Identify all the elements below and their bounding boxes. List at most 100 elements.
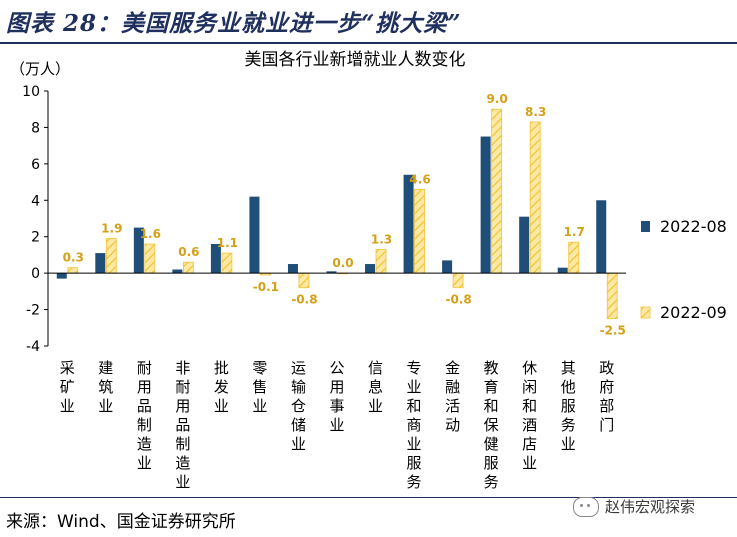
bar-series-2022-08 bbox=[249, 196, 260, 274]
x-category-label-char: 售 bbox=[252, 378, 267, 396]
x-category-label-char: 服 bbox=[484, 454, 499, 472]
legend-swatch-2022-09 bbox=[640, 306, 651, 319]
legend-label-2022-08: 2022-08 bbox=[660, 217, 727, 236]
x-category-label-char: 业 bbox=[561, 435, 576, 453]
x-category-label-char: 公 bbox=[329, 359, 344, 377]
x-category-label-char: 耐 bbox=[137, 359, 152, 377]
wechat-icon bbox=[573, 496, 599, 517]
bar-series-2022-09 bbox=[491, 108, 503, 274]
x-category-label-char: 耐 bbox=[175, 378, 190, 396]
x-category-label-char: 商 bbox=[407, 416, 422, 434]
x-category-label-char: 教 bbox=[484, 359, 499, 377]
x-category-label-char: 务 bbox=[561, 416, 576, 434]
x-category-label-char: 用 bbox=[137, 378, 152, 396]
data-label-2022-09: -0.8 bbox=[445, 293, 471, 307]
y-tick-label: 6 bbox=[31, 157, 40, 173]
chart-title: 美国各行业新增就业人数变化 bbox=[245, 50, 466, 70]
y-tick-label: 4 bbox=[31, 193, 40, 209]
x-category-label-char: 服 bbox=[407, 454, 422, 472]
x-category-label-char: 业 bbox=[60, 397, 75, 415]
x-category-label-char: 和 bbox=[407, 397, 422, 415]
x-category-label-char: 品 bbox=[175, 416, 190, 434]
data-label-2022-09: 0.0 bbox=[332, 256, 353, 270]
x-category-label-char: 矿 bbox=[60, 378, 75, 396]
x-category-label-char: 业 bbox=[407, 435, 422, 453]
x-category-label-char: 制 bbox=[137, 416, 152, 434]
y-tick-label: -2 bbox=[26, 303, 40, 319]
x-category-label-char: 信 bbox=[368, 359, 383, 377]
bar-series-2022-08 bbox=[133, 227, 144, 274]
x-category-label-char: 政 bbox=[599, 359, 614, 377]
x-category-label-char: 运 bbox=[291, 359, 306, 377]
bar-series-2022-09 bbox=[414, 188, 425, 274]
x-category-label-char: 和 bbox=[484, 397, 499, 415]
bar-series-2022-08 bbox=[326, 271, 337, 274]
x-category-label-char: 育 bbox=[484, 378, 499, 396]
bar-series-2022-09 bbox=[67, 267, 79, 274]
x-category-label-char: 务 bbox=[407, 473, 422, 491]
x-category-label-char: 动 bbox=[445, 416, 460, 434]
x-category-label-char: 非 bbox=[175, 359, 190, 377]
x-category-label-char: 采 bbox=[60, 359, 75, 377]
bar-series-2022-08 bbox=[210, 244, 221, 274]
data-label-2022-09: -0.1 bbox=[253, 280, 279, 294]
x-category-label-char: 用 bbox=[175, 397, 190, 415]
x-category-label-char: 其 bbox=[561, 359, 576, 377]
x-category-label-char: 业 bbox=[329, 416, 344, 434]
bar-series-2022-08 bbox=[442, 260, 453, 274]
x-category-label-char: 业 bbox=[98, 397, 113, 415]
x-category-label-char: 闲 bbox=[522, 378, 537, 396]
x-category-label-char: 休 bbox=[522, 359, 537, 377]
bar-series-2022-09 bbox=[182, 261, 194, 274]
data-label-2022-09: 1.3 bbox=[371, 232, 392, 246]
y-tick-label: 8 bbox=[31, 120, 40, 136]
bar-series-2022-08 bbox=[557, 267, 568, 274]
bar-series-2022-08 bbox=[519, 216, 530, 274]
watermark: 赵伟宏观探索 bbox=[573, 496, 695, 517]
x-category-label-char: 事 bbox=[329, 397, 344, 415]
bar-series-2022-09 bbox=[298, 272, 310, 289]
data-label-2022-09: 1.9 bbox=[101, 222, 122, 236]
bar-series-2022-09 bbox=[375, 249, 387, 274]
bar-series-2022-08 bbox=[287, 264, 298, 274]
x-category-label-char: 业 bbox=[214, 397, 229, 415]
bar-series-2022-09 bbox=[105, 238, 117, 274]
x-category-label-char: 品 bbox=[137, 397, 152, 415]
data-label-2022-09: 9.0 bbox=[487, 92, 508, 106]
x-category-label-char: 专 bbox=[407, 359, 422, 377]
y-tick-label: -4 bbox=[26, 339, 40, 355]
data-label-2022-09: 1.7 bbox=[564, 225, 585, 239]
x-category-label-char: 活 bbox=[445, 397, 460, 415]
bar-series-2022-09 bbox=[221, 252, 233, 274]
data-label-2022-09: 1.1 bbox=[217, 236, 238, 250]
x-category-label-char: 健 bbox=[484, 435, 499, 453]
x-category-label-char: 门 bbox=[599, 416, 614, 434]
x-category-label-char: 府 bbox=[599, 378, 614, 396]
legend-swatch-2022-08 bbox=[641, 221, 650, 232]
x-category-label-char: 业 bbox=[368, 397, 383, 415]
data-label-2022-09: 1.6 bbox=[140, 227, 161, 241]
x-category-label-char: 业 bbox=[522, 454, 537, 472]
bar-series-2022-09 bbox=[452, 272, 464, 289]
x-category-label-char: 输 bbox=[291, 378, 306, 396]
data-label-2022-09: -2.5 bbox=[600, 324, 626, 338]
x-category-label-char: 他 bbox=[561, 378, 576, 396]
figure-title: 图表 28：美国服务业就业进一步“挑大梁” bbox=[6, 10, 462, 37]
bar-series-2022-08 bbox=[56, 273, 67, 279]
x-category-label-char: 仓 bbox=[291, 397, 306, 415]
source-note: 来源：Wind、国金证券研究所 bbox=[6, 512, 236, 532]
x-category-label-char: 保 bbox=[484, 416, 499, 434]
x-category-label-char: 店 bbox=[522, 435, 537, 453]
x-category-label-char: 造 bbox=[137, 435, 152, 453]
x-category-label-char: 业 bbox=[175, 473, 190, 491]
bar-series-2022-08 bbox=[365, 264, 376, 274]
x-category-label-char: 业 bbox=[137, 454, 152, 472]
x-category-label-char: 制 bbox=[175, 435, 190, 453]
bar-series-2022-08 bbox=[95, 253, 106, 274]
x-category-label-char: 服 bbox=[561, 397, 576, 415]
x-category-label-char: 业 bbox=[407, 378, 422, 396]
x-category-label-char: 建 bbox=[98, 359, 113, 377]
source-rule bbox=[0, 497, 737, 498]
x-category-label-char: 融 bbox=[445, 378, 460, 396]
title-rule bbox=[0, 42, 737, 44]
